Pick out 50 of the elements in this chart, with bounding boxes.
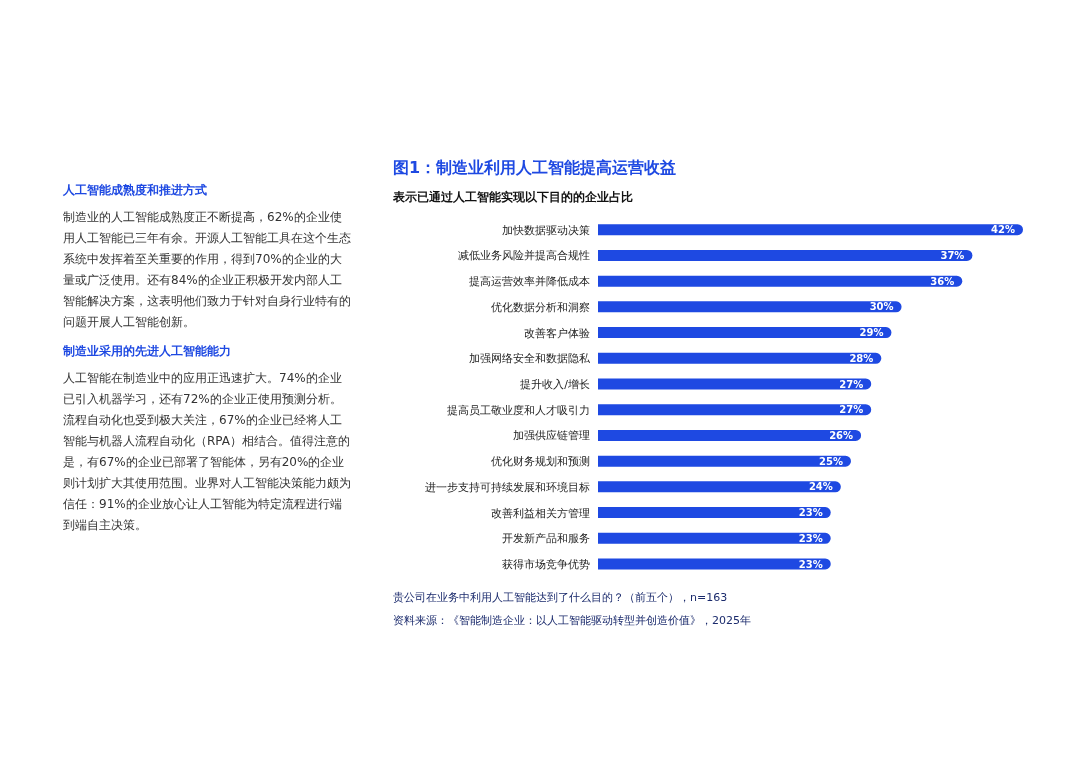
bar (598, 301, 902, 313)
data-label: 23% (798, 532, 823, 544)
bar (598, 404, 872, 416)
data-label: 23% (798, 507, 823, 519)
bar (598, 352, 882, 364)
bar (598, 455, 851, 467)
y-tick-label: 提高运营效率并降低成本 (469, 275, 590, 289)
text: 人工智能在制造业中的应用正迅速扩大。74%的企业已引入机器学习，还有72%的企业正使用预测分析。流程自动化也受到极大关注，67%的企业已经将人工智能与机器人流程自动化（RPA）相结合。值得注意的是，有67%的企业已部署了智能体，另有20%的企业则计划扩大其使用范围。业界对人工智能决策能力颇为信任：91%的企业放心让人工智能为特定流程进行端到端自主决策。 (63, 370, 352, 534)
bar (598, 532, 831, 544)
data-label: 24% (808, 481, 833, 493)
y-tick-label: 改善利益相关方管理 (491, 506, 590, 520)
y-tick-label: 获得市场竞争优势 (502, 558, 590, 572)
chart-title: 图1：制造业利用人工智能提高运营收益 (393, 158, 678, 179)
y-tick-label: 优化财务规划和预测 (491, 455, 590, 469)
y-tick-label: 提升收入/增长 (520, 378, 590, 392)
bar (598, 275, 963, 287)
data-label: 26% (829, 429, 854, 441)
y-tick-label: 加强网络安全和数据隐私 (469, 352, 591, 366)
y-tick-label: 加快数据驱动决策 (502, 223, 590, 237)
bar (598, 507, 831, 519)
bar (598, 327, 892, 339)
data-label: 25% (819, 455, 843, 467)
y-tick-label: 提高员工敬业度和人才吸引力 (447, 403, 590, 417)
bar (598, 429, 862, 441)
text: 制造业采用的先进人工智能能力 (63, 343, 232, 360)
bar (598, 378, 872, 390)
data-label: 27% (839, 404, 864, 416)
data-label: 23% (798, 558, 823, 570)
y-tick-label: 开发新产品和服务 (502, 532, 590, 546)
chart-subtitle: 表示已通过人工智能实现以下目的的企业占比 (393, 189, 634, 206)
text: 人工智能成熟度和推进方式 (63, 182, 208, 199)
bar (598, 481, 841, 493)
data-label: 37% (940, 249, 965, 261)
data-label: 27% (839, 378, 864, 390)
y-tick-label: 改善客户体验 (524, 326, 590, 340)
text: 贵公司在业务中利用人工智能达到了什么目的？（前五个），n=163 (393, 590, 729, 605)
data-label: 30% (869, 301, 894, 313)
y-tick-label: 进一步支持可持续发展和环境目标 (425, 480, 590, 494)
data-label: 42% (991, 224, 1015, 236)
bar (598, 558, 831, 570)
y-tick-label: 优化数据分析和洞察 (491, 300, 590, 314)
bar (598, 224, 1023, 236)
data-label: 28% (849, 352, 874, 364)
y-tick-label: 减低业务风险并提高合规性 (458, 249, 590, 263)
y-tick-label: 加强供应链管理 (513, 429, 590, 443)
bar (598, 249, 973, 261)
data-label: 36% (930, 275, 955, 287)
text: 资料来源：《智能制造企业：以人工智能驱动转型并创造价值》，2025年 (393, 613, 752, 628)
text: 制造业的人工智能成熟度正不断提高，62%的企业使用人工智能已三年有余。开源人工智能工具在这个生态系统中发挥着至关重要的作用，得到70%的企业的大量或广泛使用。还有84%的企业正积极开发内部人工智能解决方案，这表明他们致力于针对自身行业特有的问题开展人工智能创新。 (63, 209, 352, 331)
data-label: 29% (859, 327, 884, 339)
